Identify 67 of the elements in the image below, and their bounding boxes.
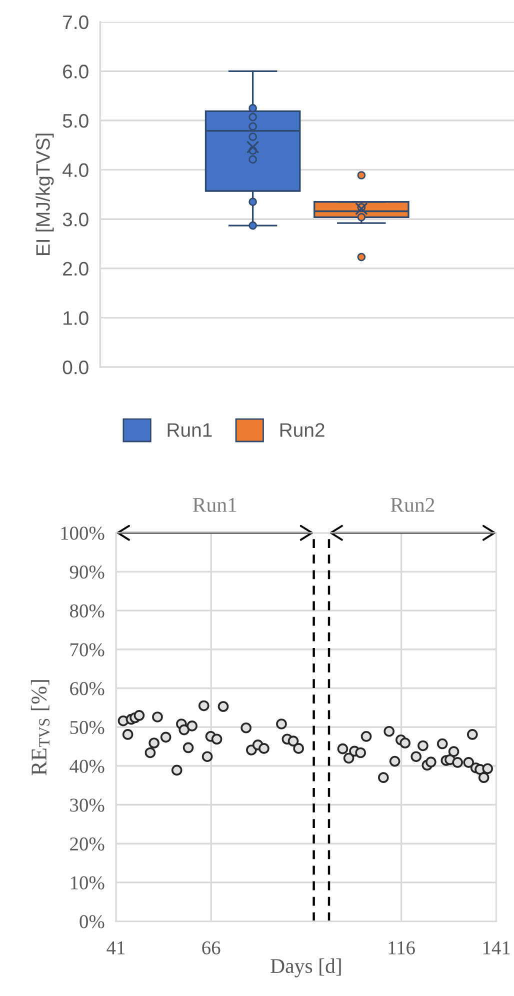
y-tick-label: 6.0 (63, 64, 88, 78)
x-axis-title: Days [d] (270, 958, 341, 978)
y-tick-label: 70% (70, 643, 104, 656)
point (122, 729, 134, 740)
text: Run2 (390, 498, 434, 512)
point (171, 764, 182, 776)
y-tick-label: 90% (70, 566, 104, 579)
y-tick-label: 0% (80, 915, 104, 928)
point (240, 722, 252, 734)
x-tick-label: 66 (202, 941, 220, 954)
point (186, 720, 198, 732)
point (148, 738, 160, 748)
y-tick-label: 7.0 (63, 15, 88, 30)
point (182, 742, 194, 754)
x-tick-label: 116 (388, 941, 415, 954)
point (400, 738, 410, 748)
point (276, 718, 287, 730)
y-tick-label: 10% (70, 876, 104, 890)
point (410, 751, 422, 762)
text: Run1 (192, 498, 236, 512)
y-tick-label: 0.0 (62, 360, 88, 374)
point (378, 772, 389, 783)
point (426, 756, 436, 768)
y-tick-label: 1.0 (64, 311, 88, 325)
x-tick-label: 41 (106, 941, 125, 954)
point (436, 738, 448, 750)
x-tick-label: 141 (483, 941, 510, 954)
point (467, 729, 478, 740)
point (144, 747, 156, 758)
point (343, 752, 354, 764)
point (288, 736, 299, 746)
point (218, 701, 229, 712)
point (337, 743, 348, 754)
point (463, 757, 474, 768)
point (293, 743, 304, 754)
y-tick-label: 5.0 (62, 114, 88, 128)
point (211, 734, 222, 745)
point (178, 724, 190, 736)
y-axis-title: RE$_{TVS}$ [%] (30, 680, 50, 776)
y-tick-label: 50% (70, 720, 104, 734)
point (202, 751, 213, 762)
point (355, 747, 366, 758)
y-tick-label: 40% (70, 760, 104, 773)
y-tick-label: 3.0 (62, 212, 88, 226)
point (478, 772, 490, 783)
y-tick-label: 2.0 (63, 262, 88, 276)
point (384, 726, 395, 737)
point (152, 712, 163, 722)
y-tick-label: 60% (70, 682, 104, 696)
legend-label: Run2 (280, 423, 324, 437)
y-tick-label: 100% (61, 526, 104, 540)
y-tick-label: 20% (70, 837, 104, 851)
y-tick-label: 4.0 (62, 163, 88, 178)
y-axis-title: EI [MJ/kgTVS] (36, 134, 54, 255)
point (360, 730, 372, 742)
point (482, 763, 494, 774)
y-tick-label: 80% (70, 604, 104, 618)
point (134, 710, 145, 721)
point (452, 757, 463, 768)
point (389, 756, 400, 767)
point (258, 743, 270, 754)
legend-label: Run1 (168, 423, 212, 437)
point (160, 732, 172, 743)
point (418, 740, 428, 752)
y-tick-label: 30% (70, 798, 104, 812)
point (198, 700, 210, 712)
point (448, 746, 460, 757)
